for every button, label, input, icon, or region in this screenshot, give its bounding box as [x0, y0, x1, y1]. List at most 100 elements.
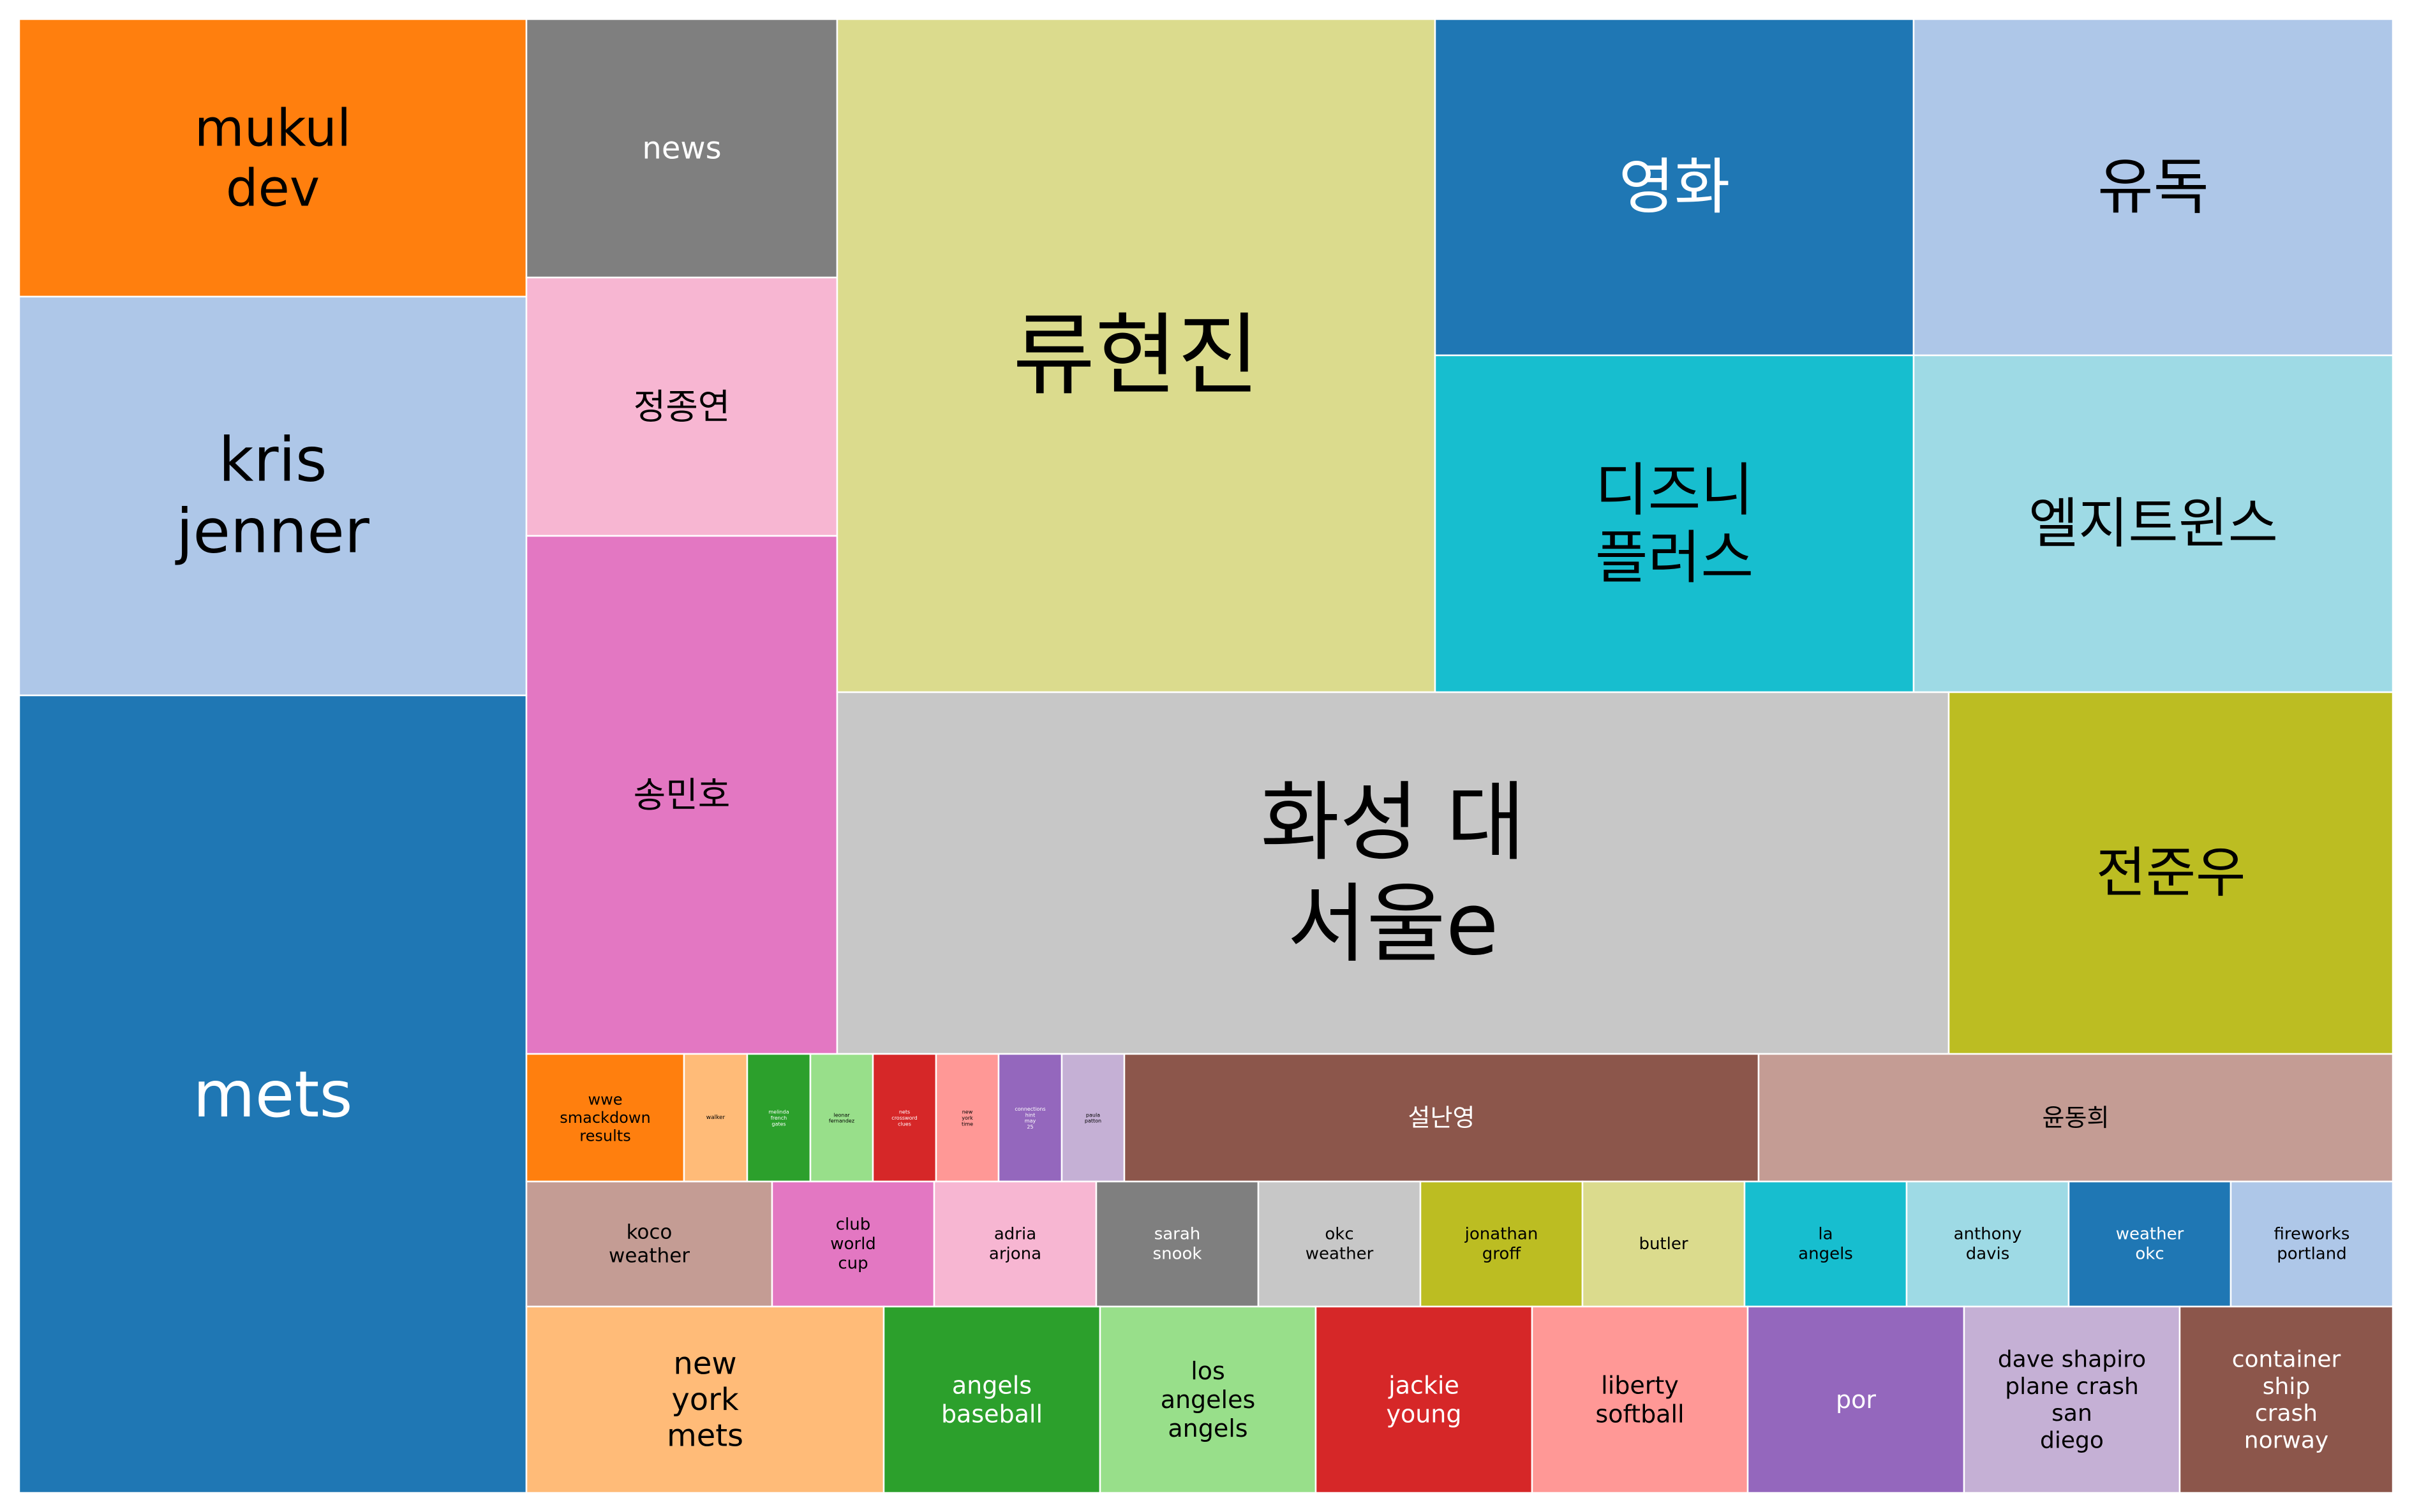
- treemap-tile-walker[interactable]: walker: [683, 1053, 748, 1183]
- tile-label: mets: [193, 1057, 352, 1132]
- treemap-tile-mets[interactable]: mets: [18, 694, 528, 1494]
- tile-rect: [836, 691, 1950, 1055]
- tile-rect: [1581, 1180, 1746, 1308]
- tile-rect: [525, 276, 838, 537]
- tile-rect: [1746, 1305, 1965, 1494]
- tile-label-line: time: [962, 1121, 973, 1127]
- tile-label-line: jackie: [1388, 1372, 1459, 1400]
- treemap-tile-jackie-young[interactable]: jackie young: [1314, 1305, 1533, 1494]
- treemap-tile-los-angeles-angels[interactable]: los angeles angels: [1099, 1305, 1317, 1494]
- tile-rect: [1757, 1053, 2394, 1183]
- treemap-tile-sarah-snook[interactable]: sarah snook: [1095, 1180, 1260, 1308]
- treemap-tile-leonar-fernandez[interactable]: leonar fernandez: [809, 1053, 874, 1183]
- treemap-tile-dave-shapiro-plane-crash-san-diego[interactable]: dave shapiro plane crash san diego: [1963, 1305, 2181, 1494]
- tile-label-line: 플러스: [1595, 524, 1753, 591]
- tile-label-line: results: [579, 1127, 630, 1145]
- treemap-tile-paula-patton[interactable]: paula patton: [1061, 1053, 1126, 1183]
- treemap-tile-la-angels[interactable]: la angels: [1743, 1180, 1908, 1308]
- treemap-tile-fireworks-portland[interactable]: fireworks portland: [2230, 1180, 2394, 1308]
- tile-label-line: york: [671, 1382, 739, 1418]
- tile-label-line: liberty: [1601, 1372, 1679, 1400]
- treemap-tile-화성-대-서울e[interactable]: 화성 대 서울e: [836, 691, 1950, 1055]
- treemap-tile-nets-crossword-clues[interactable]: nets crossword clues: [872, 1053, 937, 1183]
- tile-rect: [809, 1053, 874, 1183]
- treemap-tile-설난영[interactable]: 설난영: [1123, 1053, 1760, 1183]
- tile-label-line: sarah: [1154, 1225, 1201, 1244]
- treemap-tile-송민호[interactable]: 송민호: [525, 535, 838, 1055]
- tile-rect: [2178, 1305, 2394, 1494]
- treemap-tile-okc-weather[interactable]: okc weather: [1257, 1180, 1422, 1308]
- tile-label: weather okc: [2116, 1225, 2184, 1264]
- treemap-tile-butler[interactable]: butler: [1581, 1180, 1746, 1308]
- tile-label-line: york: [962, 1115, 973, 1121]
- tile-label-line: groff: [1482, 1244, 1522, 1263]
- treemap-tile-wwe-smackdown-results[interactable]: wwe smackdown results: [525, 1053, 685, 1183]
- tile-label: 유독: [2097, 152, 2209, 223]
- tile-label-line: cup: [838, 1254, 868, 1273]
- tile-label-line: fernandez: [829, 1118, 854, 1123]
- treemap-tile-정종연[interactable]: 정종연: [525, 276, 838, 537]
- tile-label-line: por: [1836, 1386, 1876, 1414]
- tile-label: melinda french gates: [768, 1109, 789, 1127]
- treemap-tile-angels-baseball[interactable]: angels baseball: [882, 1305, 1101, 1494]
- tile-label: mukul dev: [195, 98, 351, 218]
- tile-label-line: la: [1818, 1225, 1833, 1244]
- tile-rect: [1947, 691, 2394, 1055]
- tile-rect: [1963, 1305, 2181, 1494]
- tile-rect: [1099, 1305, 1317, 1494]
- treemap-tile-news[interactable]: news: [525, 18, 838, 279]
- treemap-tile-kris-jenner[interactable]: kris jenner: [18, 295, 528, 697]
- tile-label-line: angels: [952, 1372, 1032, 1400]
- treemap-tile-엘지트윈스[interactable]: 엘지트윈스: [1912, 354, 2394, 693]
- tile-label: 디즈니 플러스: [1595, 456, 1753, 591]
- treemap-tile-유독[interactable]: 유독: [1912, 18, 2394, 357]
- treemap-tile-영화[interactable]: 영화: [1434, 18, 1915, 357]
- treemap-tile-club-world-cup[interactable]: club world cup: [771, 1180, 935, 1308]
- tile-label-line: paula: [1086, 1112, 1100, 1118]
- tile-label-line: angels: [1798, 1244, 1853, 1263]
- treemap-tile-koco-weather[interactable]: koco weather: [525, 1180, 773, 1308]
- tile-label: los angeles angels: [1161, 1357, 1256, 1442]
- tile-rect: [872, 1053, 937, 1183]
- tile-rect: [771, 1180, 935, 1308]
- tile-label-line: crash: [2255, 1400, 2318, 1427]
- tile-rect: [18, 295, 528, 697]
- tile-rect: [525, 18, 838, 279]
- treemap-tile-new-york-mets[interactable]: new york mets: [525, 1305, 885, 1494]
- tile-rect: [525, 1180, 773, 1308]
- tile-label-line: 화성 대: [1260, 772, 1526, 872]
- tile-rect: [1743, 1180, 1908, 1308]
- treemap-tile-liberty-softball[interactable]: liberty softball: [1531, 1305, 1749, 1494]
- tile-label-line: angels: [1168, 1414, 1247, 1442]
- tile-label: 류현진: [1013, 304, 1259, 408]
- tile-label: new york mets: [667, 1345, 743, 1453]
- treemap-tile-류현진[interactable]: 류현진: [836, 18, 1436, 693]
- treemap-tile-디즈니-플러스[interactable]: 디즈니 플러스: [1434, 354, 1915, 693]
- tile-label: kris jenner: [175, 425, 370, 567]
- treemap-tile-전준우[interactable]: 전준우: [1947, 691, 2394, 1055]
- treemap-tile-melinda-french-gates[interactable]: melinda french gates: [746, 1053, 812, 1183]
- tile-label: nets crossword clues: [891, 1109, 917, 1127]
- treemap-tile-adria-arjona[interactable]: adria arjona: [933, 1180, 1098, 1308]
- treemap-tile-윤동희[interactable]: 윤동희: [1757, 1053, 2394, 1183]
- tile-label: liberty softball: [1595, 1372, 1684, 1428]
- treemap-tile-connections-hint-may-25[interactable]: connections hint may 25: [997, 1053, 1063, 1183]
- tile-label: 화성 대 서울e: [1260, 772, 1526, 974]
- treemap-tile-weather-okc[interactable]: weather okc: [2067, 1180, 2232, 1308]
- tile-label: 송민호: [634, 775, 731, 815]
- treemap-tile-jonathan-groff[interactable]: jonathan groff: [1419, 1180, 1584, 1308]
- treemap-tile-anthony-davis[interactable]: anthony davis: [1905, 1180, 2070, 1308]
- tile-label-line: clues: [898, 1121, 911, 1127]
- tile-rect: [933, 1180, 1098, 1308]
- treemap-tile-new-york-time[interactable]: new york time: [935, 1053, 1000, 1183]
- tile-label-line: new: [673, 1345, 736, 1381]
- treemap-tile-por[interactable]: por: [1746, 1305, 1965, 1494]
- treemap-tile-container-ship-crash-norway[interactable]: container ship crash norway: [2178, 1305, 2394, 1494]
- tile-label-line: hint: [1025, 1112, 1036, 1118]
- tile-label-line: kris: [219, 425, 327, 495]
- tile-label: walker: [706, 1115, 726, 1121]
- tile-label-line: weather: [2116, 1225, 2184, 1244]
- treemap-tile-mukul-dev[interactable]: mukul dev: [18, 18, 528, 298]
- tile-label-line: 정종연: [634, 387, 731, 427]
